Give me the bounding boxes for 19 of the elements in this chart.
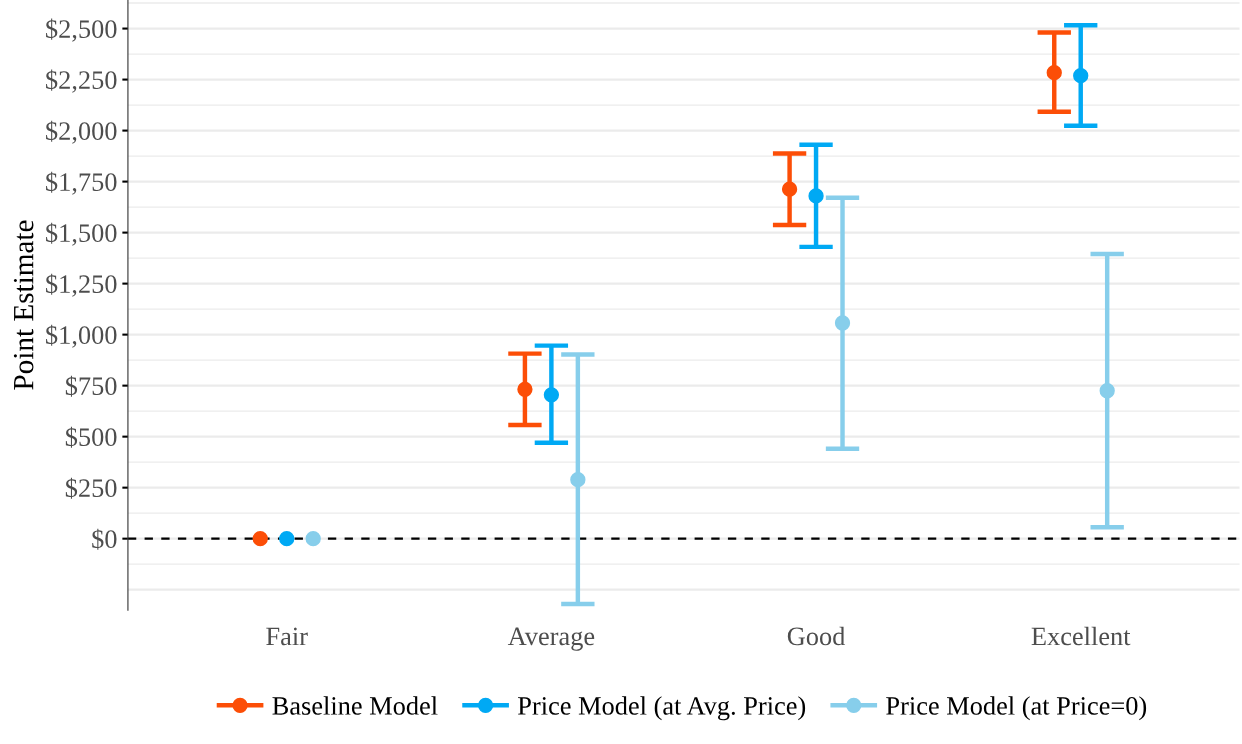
- y-axis-title: Point Estimate: [13, 220, 34, 390]
- x-tick-label: Excellent: [1031, 626, 1131, 646]
- y-tick-label: $2,500: [46, 18, 117, 42]
- y-tick-label: $2,000: [46, 120, 117, 144]
- legend-label: Price Model (at Avg. Price): [518, 696, 806, 721]
- y-tick-label: $2,250: [46, 69, 117, 93]
- y-tick-label: $1,500: [46, 222, 117, 246]
- y-tick-label: $0: [92, 528, 117, 550]
- y-tick-label: $500: [65, 426, 117, 448]
- legend-label: Baseline Model: [272, 696, 438, 715]
- x-tick-label: Good: [787, 626, 846, 646]
- y-tick-label: $1,000: [46, 324, 117, 348]
- x-tick-label: Average: [507, 627, 595, 651]
- y-tick-label: $250: [65, 477, 117, 499]
- x-tick-label: Fair: [266, 627, 308, 646]
- legend-label: Price Model (at Price=0): [886, 696, 1147, 721]
- y-tick-label: $750: [65, 375, 117, 397]
- y-tick-label: $1,250: [46, 273, 117, 297]
- y-tick-label: $1,750: [46, 171, 117, 195]
